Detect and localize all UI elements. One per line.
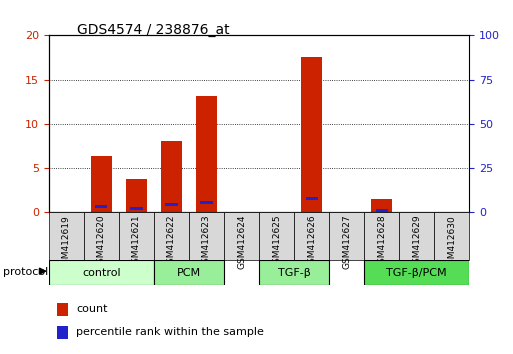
Bar (399, 212, 435, 260)
Text: count: count (76, 304, 108, 314)
Bar (201, 201, 212, 204)
Bar (364, 260, 469, 285)
Bar (91, 156, 112, 212)
Bar (329, 212, 364, 260)
Bar (165, 203, 177, 206)
Bar (154, 212, 189, 260)
Bar (435, 212, 469, 260)
Bar (49, 212, 84, 260)
Text: TGF-β/PCM: TGF-β/PCM (386, 268, 447, 278)
Text: GSM412629: GSM412629 (412, 215, 421, 269)
Text: GSM412619: GSM412619 (62, 215, 71, 269)
Text: PCM: PCM (177, 268, 201, 278)
Text: GSM412621: GSM412621 (132, 215, 141, 269)
Text: percentile rank within the sample: percentile rank within the sample (76, 327, 264, 337)
Text: GSM412625: GSM412625 (272, 215, 281, 269)
Text: GSM412622: GSM412622 (167, 215, 176, 269)
Bar (154, 260, 224, 285)
Bar (130, 207, 143, 210)
Bar (306, 197, 318, 200)
Bar (259, 260, 329, 285)
Text: GSM412620: GSM412620 (97, 215, 106, 269)
Text: GSM412626: GSM412626 (307, 215, 316, 269)
Text: control: control (82, 268, 121, 278)
Bar (189, 212, 224, 260)
Bar (196, 96, 217, 212)
Bar (49, 260, 154, 285)
Bar (294, 212, 329, 260)
Bar (161, 141, 182, 212)
Text: GSM412630: GSM412630 (447, 215, 457, 269)
Bar (364, 212, 399, 260)
Bar (84, 212, 119, 260)
Text: GDS4574 / 238876_at: GDS4574 / 238876_at (77, 23, 230, 37)
Bar (376, 209, 388, 212)
Bar (95, 205, 107, 208)
Bar (259, 212, 294, 260)
Bar (224, 212, 259, 260)
Text: GSM412627: GSM412627 (342, 215, 351, 269)
Bar (126, 179, 147, 212)
Bar (301, 57, 322, 212)
Text: GSM412624: GSM412624 (237, 215, 246, 269)
Bar (57, 326, 68, 339)
Text: protocol: protocol (3, 267, 48, 277)
Bar (371, 199, 392, 212)
Bar (57, 303, 68, 316)
Text: GSM412628: GSM412628 (377, 215, 386, 269)
Text: TGF-β: TGF-β (278, 268, 310, 278)
Text: GSM412623: GSM412623 (202, 215, 211, 269)
Bar (119, 212, 154, 260)
